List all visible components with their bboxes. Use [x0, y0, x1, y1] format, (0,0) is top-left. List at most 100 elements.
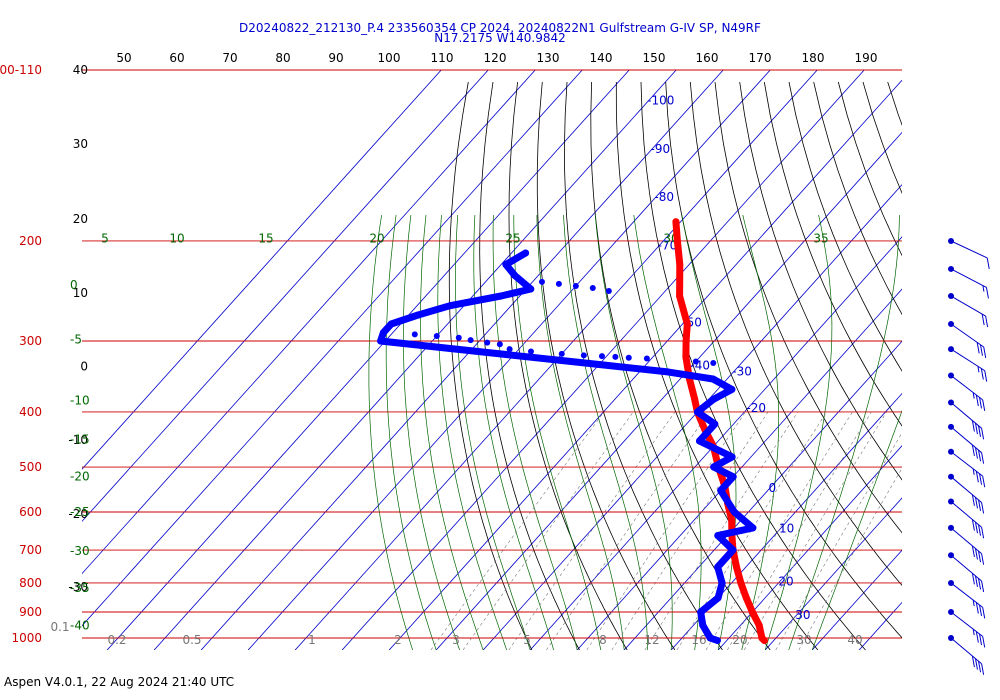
dewpoint-point [713, 636, 721, 644]
moist-adiabat-line [403, 214, 461, 650]
wind-barb-feather [985, 315, 989, 328]
dry-adiabat-line [508, 81, 628, 650]
dry-adiabat-line [479, 81, 580, 650]
mixing-ratio-label: 0.2 [107, 633, 126, 647]
dewpoint-point [710, 463, 718, 471]
dewpoint-dot [484, 339, 491, 346]
wind-barb-feather [982, 607, 986, 619]
dewpoint-point [497, 292, 505, 300]
wind-barb-feather [983, 346, 987, 359]
wind-barb-feather [978, 661, 982, 673]
dewpoint-point [387, 320, 395, 328]
top-axis-label: 140 [590, 51, 613, 65]
dewpoint-point [697, 608, 705, 616]
wind-barb-feather [978, 450, 982, 462]
isotherm-line [341, 70, 865, 650]
height-label: -30 [68, 580, 88, 594]
dewpoint-point [699, 621, 707, 629]
moist-adiabat-line [492, 214, 578, 650]
isotherm-line [435, 131, 902, 650]
mixing-ratio-line [644, 411, 799, 650]
theta-e-label: -5 [70, 332, 82, 346]
height-label: 0 [80, 360, 88, 374]
mixing-ratio-line [462, 411, 634, 650]
dewpoint-point [414, 311, 422, 319]
trace-layer [377, 218, 768, 644]
dry-adiabat-line [739, 81, 902, 481]
isotherm-label: -100 [647, 93, 674, 107]
dewpoint-dot [643, 355, 650, 362]
isotherm-label: -30 [732, 364, 752, 378]
dewpoint-point [379, 329, 387, 337]
mixing-ratio-line [727, 411, 872, 650]
wind-barb-feather [971, 655, 975, 668]
top-axis-label: 50 [116, 51, 131, 65]
temperature-point [673, 237, 681, 245]
temperature-point [728, 516, 736, 524]
wind-barb-feather [979, 344, 983, 356]
dewpoint-trace [377, 249, 757, 644]
dewpoint-dot [558, 350, 565, 357]
top-axis-label: 60 [169, 51, 184, 65]
mixing-ratio-line [546, 411, 710, 650]
dewpoint-point [749, 524, 757, 532]
wind-barb-feather [975, 631, 979, 643]
isotherm-line [482, 184, 902, 650]
wind-barb [948, 372, 986, 411]
dewpoint-point [511, 271, 519, 279]
theta-e-label: 25 [505, 232, 520, 246]
isotherm-label: 0 [769, 481, 777, 495]
isotherm-line [858, 601, 902, 650]
mixing-ratio-label: 8 [599, 633, 607, 647]
height-label: 20 [73, 212, 88, 226]
dewpoint-dot [625, 354, 632, 361]
chart-subtitle: N17.2175 W140.9842 [434, 31, 566, 45]
dewpoint-dot [692, 358, 699, 365]
height-label: 10 [73, 286, 88, 300]
wind-barb-feather [979, 633, 983, 646]
wind-barb-feather [982, 636, 986, 648]
wind-barb-half-feather [982, 285, 985, 292]
top-axis-label: 160 [696, 51, 719, 65]
wind-barb-feather [974, 548, 978, 560]
dewpoint-point [664, 368, 672, 376]
dry-adiabat-line [714, 81, 902, 534]
wind-barb-staff [950, 348, 985, 372]
wind-barb-feather [971, 444, 975, 457]
wind-barb-feather [979, 397, 983, 409]
mixing-ratio-line [798, 467, 902, 650]
wind-barb-staff [950, 451, 983, 477]
mixing-ratio-line [705, 411, 853, 650]
wind-barb-feather [975, 471, 979, 483]
mixing-ratio-line [508, 411, 676, 650]
height-label: -10 [68, 433, 88, 447]
dewpoint-dot [411, 331, 418, 338]
moist-adiabat-line [455, 214, 531, 650]
wind-barb-feather [981, 502, 985, 514]
isotherm-label: -80 [654, 190, 674, 204]
wind-barb-feather [982, 399, 986, 411]
mixing-ratio-label: 12 [644, 633, 659, 647]
wind-barb-feather [971, 573, 975, 585]
dry-adiabat-line [615, 81, 819, 650]
wind-barb-half-feather [972, 392, 975, 399]
moist-adiabat-line [437, 214, 508, 650]
top-axis-label: 130 [537, 51, 560, 65]
dewpoint-point [728, 385, 736, 393]
wind-barb [948, 346, 988, 382]
dewpoint-point [527, 285, 535, 293]
wind-barb-feather [984, 370, 988, 382]
pressure-label: 800 [19, 576, 42, 590]
isotherm-line [811, 549, 902, 650]
wind-barb-feather [974, 575, 978, 587]
dry-adiabat-line [590, 81, 771, 650]
dewpoint-dot [612, 353, 619, 360]
dry-adiabat-line [837, 81, 902, 257]
moist-adiabat-line [788, 214, 900, 650]
wind-barb-feather [974, 423, 978, 435]
moist-adiabat-line [368, 214, 414, 650]
wind-barb [948, 609, 986, 648]
wind-barb-feather [978, 578, 982, 590]
pressure-label: 200 [19, 234, 42, 248]
wind-barb-feather [974, 658, 978, 670]
